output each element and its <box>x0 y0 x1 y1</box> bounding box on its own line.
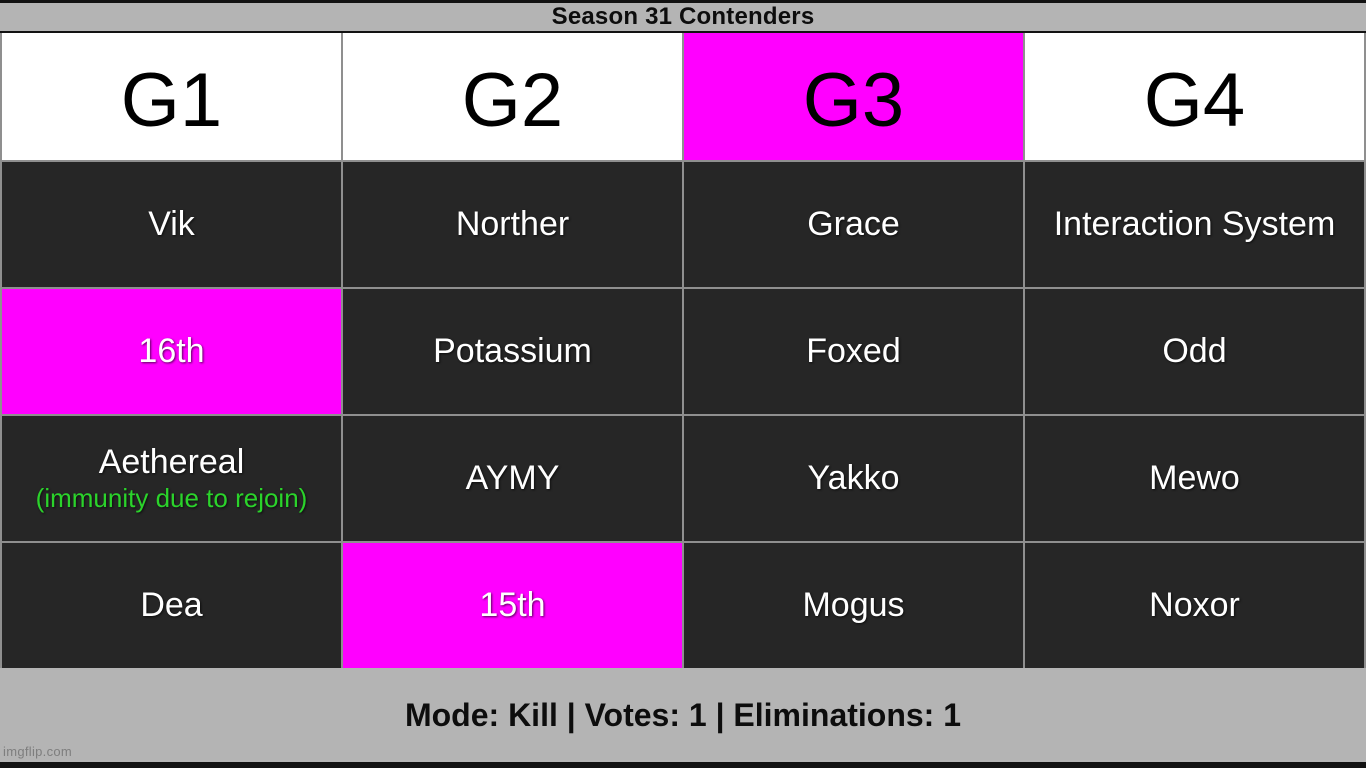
cell-text: Vik <box>148 204 195 243</box>
placement-cell: 16th <box>2 289 341 414</box>
cell-text: Mewo <box>1149 458 1240 497</box>
placement-cell: 15th <box>343 543 682 668</box>
imgflip-watermark: imgflip.com <box>3 744 73 759</box>
cell-text: 15th <box>479 585 546 624</box>
immunity-note: (immunity due to rejoin) <box>35 483 308 514</box>
header-cell-g1: G1 <box>2 33 341 160</box>
contender-cell: Noxor <box>1025 543 1364 668</box>
contender-cell: Mogus <box>684 543 1023 668</box>
table-title: Season 31 Contenders <box>0 0 1366 33</box>
contenders-grid: G1 G2 G3 G4 Vik Norther Grace Interaction Syste… <box>0 33 1366 668</box>
contender-cell: AYMY <box>343 416 682 541</box>
contender-cell: Odd <box>1025 289 1364 414</box>
cell-text: Dea <box>140 585 203 624</box>
mode-status-bar: Mode: Kill | Votes: 1 | Eliminations: 1 <box>0 668 1366 768</box>
cell-text: 16th <box>138 331 205 370</box>
contender-cell: Aethereal (immunity due to rejoin) <box>2 416 341 541</box>
contender-cell: Foxed <box>684 289 1023 414</box>
contender-cell: Dea <box>2 543 341 668</box>
cell-text: Mogus <box>802 585 905 624</box>
cell-text: Interaction System <box>1053 204 1336 243</box>
cell-text: Norther <box>455 204 570 243</box>
contender-cell: Grace <box>684 162 1023 287</box>
contender-cell: Interaction System <box>1025 162 1364 287</box>
contender-cell: Yakko <box>684 416 1023 541</box>
header-cell-g4: G4 <box>1025 33 1364 160</box>
cell-text: Noxor <box>1149 585 1240 624</box>
cell-text: Aethereal <box>98 443 245 481</box>
contender-cell: Mewo <box>1025 416 1364 541</box>
cell-text: Potassium <box>433 331 592 370</box>
cell-text: Odd <box>1162 331 1227 370</box>
contender-cell: Potassium <box>343 289 682 414</box>
cell-text: Foxed <box>806 331 901 370</box>
header-cell-g3: G3 <box>684 33 1023 160</box>
contender-cell: Vik <box>2 162 341 287</box>
contender-cell: Norther <box>343 162 682 287</box>
header-cell-g2: G2 <box>343 33 682 160</box>
cell-text: Yakko <box>807 458 900 497</box>
cell-text: AYMY <box>465 458 560 497</box>
cell-text: Grace <box>807 204 900 243</box>
